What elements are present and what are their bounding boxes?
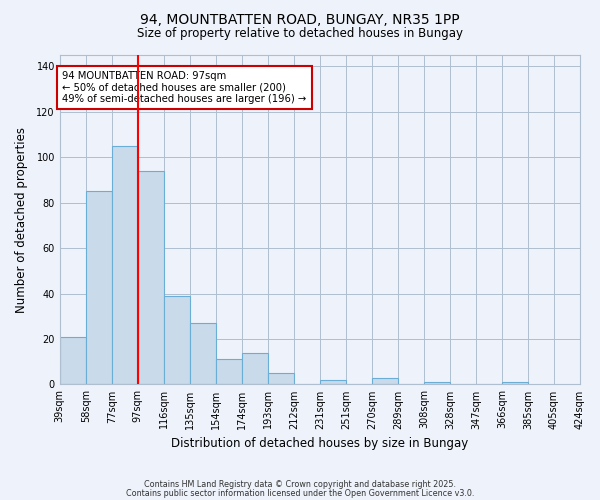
Bar [502,382,528,384]
Text: Contains HM Land Registry data © Crown copyright and database right 2025.: Contains HM Land Registry data © Crown c… [144,480,456,489]
Bar [268,373,294,384]
Text: Size of property relative to detached houses in Bungay: Size of property relative to detached ho… [137,28,463,40]
X-axis label: Distribution of detached houses by size in Bungay: Distribution of detached houses by size … [171,437,469,450]
Text: 94 MOUNTBATTEN ROAD: 97sqm
← 50% of detached houses are smaller (200)
49% of sem: 94 MOUNTBATTEN ROAD: 97sqm ← 50% of deta… [62,71,307,104]
Bar [112,146,138,384]
Bar [190,323,216,384]
Bar [424,382,450,384]
Bar [164,296,190,384]
Bar [372,378,398,384]
Text: 94, MOUNTBATTEN ROAD, BUNGAY, NR35 1PP: 94, MOUNTBATTEN ROAD, BUNGAY, NR35 1PP [140,12,460,26]
Y-axis label: Number of detached properties: Number of detached properties [15,126,28,312]
Bar [59,336,86,384]
Bar [242,352,268,384]
Bar [216,360,242,384]
Bar [86,192,112,384]
Bar [320,380,346,384]
Text: Contains public sector information licensed under the Open Government Licence v3: Contains public sector information licen… [126,488,474,498]
Bar [138,171,164,384]
